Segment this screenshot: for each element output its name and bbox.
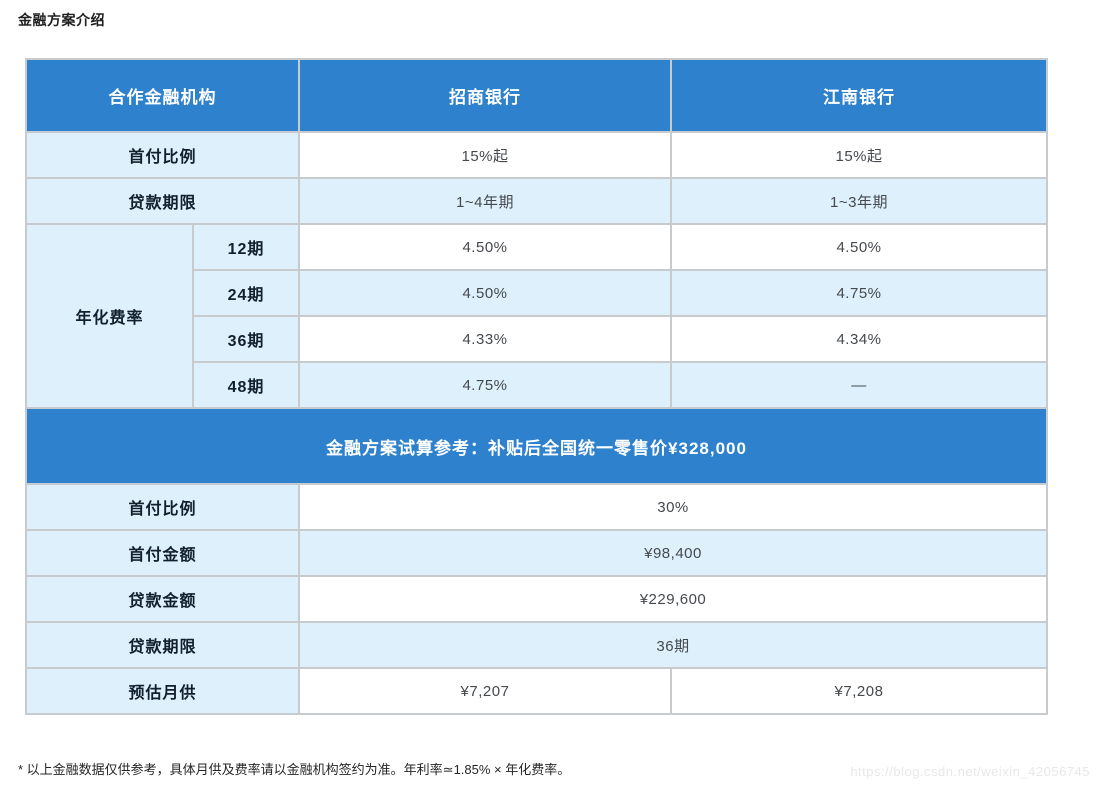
cell-calc-loan-term: 36期 (298, 621, 1048, 669)
cell-cmb-rate-36: 4.33% (298, 315, 672, 363)
table-row-calc-downpayment-ratio: 首付比例 30% (25, 483, 1048, 531)
finance-plan-table: 合作金融机构 招商银行 江南银行 首付比例 15%起 15%起 贷款期限 1~4… (25, 58, 1048, 715)
row-label: 预估月供 (25, 667, 300, 715)
cell-jiangnan-rate-48: — (670, 361, 1048, 409)
rate-section-label: 年化费率 (25, 223, 194, 409)
cell-calc-downpayment-ratio: 30% (298, 483, 1048, 531)
header-bank-jiangnan: 江南银行 (670, 58, 1048, 133)
cell-jiangnan-rate-36: 4.34% (670, 315, 1048, 363)
cell-cmb-monthly-payment: ¥7,207 (298, 667, 672, 715)
csdn-watermark: https://blog.csdn.net/weixin_42056745 (850, 764, 1090, 779)
cell-cmb-downpayment: 15%起 (298, 131, 672, 179)
cell-jiangnan-downpayment: 15%起 (670, 131, 1048, 179)
cell-cmb-loan-term: 1~4年期 (298, 177, 672, 225)
header-bank-cmb: 招商银行 (298, 58, 672, 133)
table-row-rate-48: 48期 4.75% — (26, 361, 1048, 409)
rate-term-label: 48期 (192, 361, 300, 409)
cell-calc-loan-amount: ¥229,600 (298, 575, 1048, 623)
row-label: 首付金额 (25, 529, 300, 577)
cell-jiangnan-loan-term: 1~3年期 (670, 177, 1048, 225)
table-header-row: 合作金融机构 招商银行 江南银行 (25, 58, 1048, 133)
rate-term-label: 12期 (192, 223, 300, 271)
row-label: 贷款金额 (25, 575, 300, 623)
header-partner-institutions: 合作金融机构 (25, 58, 300, 133)
table-row-rate-12: 年化费率 12期 4.50% 4.50% (25, 223, 1048, 409)
cell-calc-downpayment-amount: ¥98,400 (298, 529, 1048, 577)
row-label: 贷款期限 (25, 621, 300, 669)
cell-jiangnan-monthly-payment: ¥7,208 (670, 667, 1048, 715)
table-row-calc-loan-term: 贷款期限 36期 (25, 621, 1048, 669)
rate-term-label: 24期 (192, 269, 300, 317)
disclaimer-footnote: * 以上金融数据仅供参考，具体月供及费率请以金融机构签约为准。年利率≃1.85%… (18, 762, 571, 777)
calculation-banner: 金融方案试算参考：补贴后全国统一零售价¥328,000 (25, 407, 1048, 485)
table-row-loan-term: 贷款期限 1~4年期 1~3年期 (25, 177, 1048, 225)
table-row-estimated-monthly-payment: 预估月供 ¥7,207 ¥7,208 (25, 667, 1048, 715)
cell-cmb-rate-24: 4.50% (298, 269, 672, 317)
cell-cmb-rate-12: 4.50% (298, 223, 672, 271)
table-row-calc-downpayment-amount: 首付金额 ¥98,400 (25, 529, 1048, 577)
cell-jiangnan-rate-12: 4.50% (670, 223, 1048, 271)
cell-cmb-rate-48: 4.75% (298, 361, 672, 409)
table-banner-row: 金融方案试算参考：补贴后全国统一零售价¥328,000 (25, 407, 1048, 485)
table-row-rate-36: 36期 4.33% 4.34% (26, 315, 1048, 363)
cell-jiangnan-rate-24: 4.75% (670, 269, 1048, 317)
row-label: 首付比例 (25, 483, 300, 531)
rate-term-label: 36期 (192, 315, 300, 363)
page-title: 金融方案介绍 (18, 12, 105, 28)
table-row-downpayment-ratio: 首付比例 15%起 15%起 (25, 131, 1048, 179)
row-label: 贷款期限 (25, 177, 300, 225)
row-label: 首付比例 (25, 131, 300, 179)
table-row-rate-24: 24期 4.50% 4.75% (26, 269, 1048, 317)
table-row-calc-loan-amount: 贷款金额 ¥229,600 (25, 575, 1048, 623)
